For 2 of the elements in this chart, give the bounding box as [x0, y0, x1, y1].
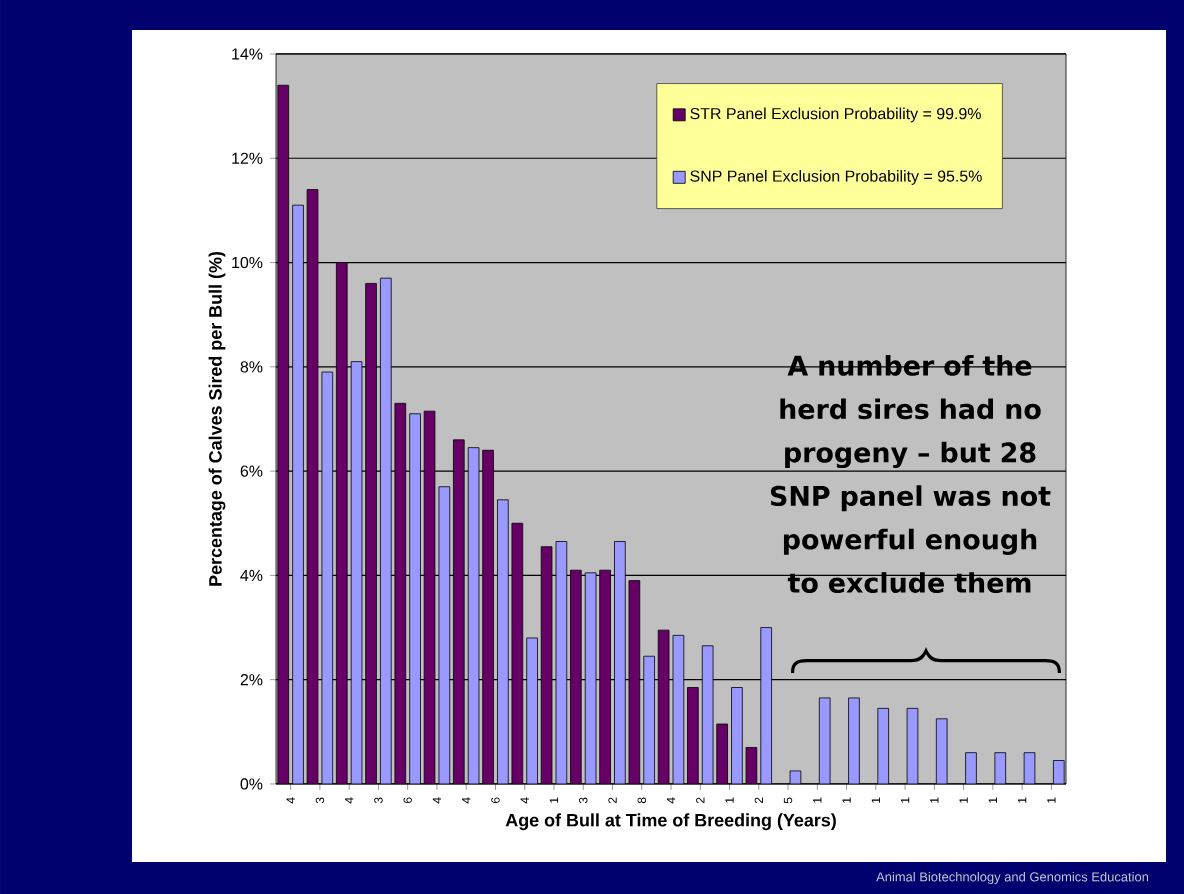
y-axis-title: Percentage of Calves Sired per Bull (%) — [208, 251, 226, 586]
x-axis-title: Age of Bull at Time of Breeding (Years) — [505, 813, 836, 831]
